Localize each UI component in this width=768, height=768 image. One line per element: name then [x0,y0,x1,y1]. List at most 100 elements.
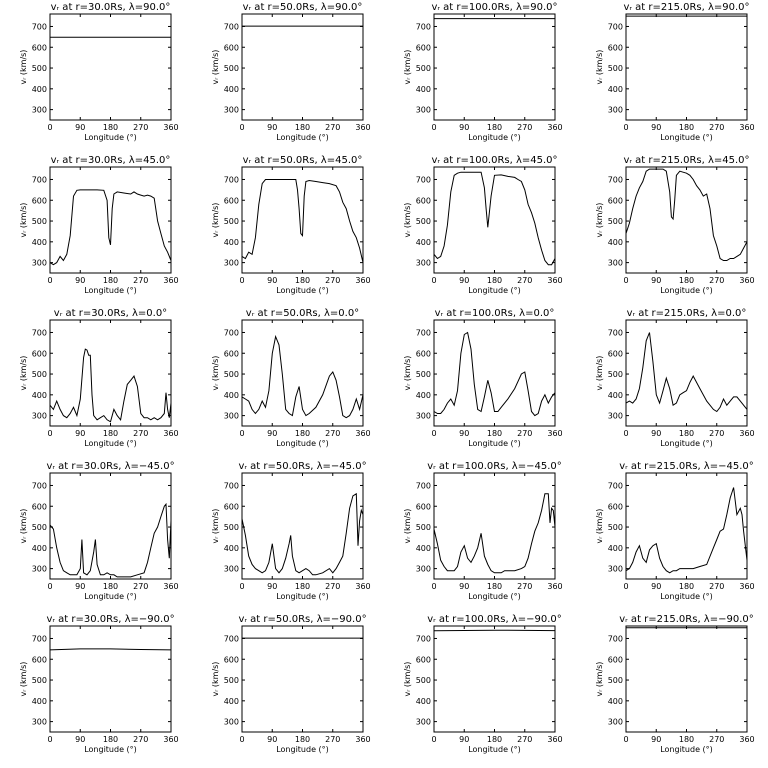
y-tick-label: 500 [608,217,623,226]
x-tick-label: 270 [709,123,724,132]
y-tick-label: 400 [608,391,623,400]
y-tick-label: 500 [416,676,431,685]
x-tick-label: 0 [47,735,52,744]
y-tick-label: 600 [608,43,623,52]
x-axis-label: Longitude (°) [468,133,521,142]
y-tick-label: 600 [608,196,623,205]
plot-frame [49,472,172,580]
chart-title: vᵣ at r=215.0Rs, λ=0.0° [627,308,747,319]
y-tick-label: 500 [416,370,431,379]
y-axis-label: vᵣ (km/s) [403,662,412,697]
x-tick-label: 90 [267,735,277,744]
y-tick-label: 400 [608,238,623,247]
y-tick-label: 500 [608,523,623,532]
y-tick-label: 500 [32,676,47,685]
y-tick-label: 700 [224,328,239,337]
y-tick-label: 600 [224,349,239,358]
y-axis-label: vᵣ (km/s) [211,509,220,544]
chart-svg: vᵣ at r=215.0Rs, λ=−90.0° 0 90 180 270 360 300… [595,614,755,754]
y-axis-label: vᵣ (km/s) [595,662,604,697]
chart-svg: vᵣ at r=50.0Rs, λ=−90.0° 0 90 180 270 360 300 4… [211,614,371,754]
x-tick-label: 0 [623,123,628,132]
y-tick-label: 600 [224,196,239,205]
y-tick-label: 400 [224,238,239,247]
x-tick-label: 270 [133,276,148,285]
chart-svg: vᵣ at r=215.0Rs, λ=0.0° 0 90 180 270 360 300 40… [595,308,755,448]
y-tick-label: 300 [224,259,239,268]
x-tick-label: 90 [75,735,85,744]
chart-panel: vᵣ at r=50.0Rs, λ=−90.0° 0 90 180 270 360 300 4… [192,612,384,765]
x-tick-label: 0 [47,582,52,591]
chart-panel: vᵣ at r=215.0Rs, λ=0.0° 0 90 180 270 360 300 40… [576,306,768,459]
plot-frame [433,625,556,733]
x-tick-label: 360 [163,276,178,285]
y-tick-label: 700 [416,22,431,31]
x-tick-label: 180 [487,735,502,744]
chart-title: vᵣ at r=50.0Rs, λ=−45.0° [238,461,366,472]
y-tick-label: 500 [608,370,623,379]
x-tick-label: 360 [547,123,562,132]
x-tick-label: 0 [623,429,628,438]
x-tick-label: 180 [295,429,310,438]
x-tick-label: 90 [267,276,277,285]
plot-frame [49,319,172,427]
series-line [49,189,172,266]
chart-panel: vᵣ at r=50.0Rs, λ=90.0° 0 90 180 270 360 300 40… [192,0,384,153]
chart-title: vᵣ at r=100.0Rs, λ=−90.0° [427,614,562,625]
y-tick-label: 400 [32,391,47,400]
x-tick-label: 270 [517,582,532,591]
x-tick-label: 0 [623,276,628,285]
x-tick-label: 180 [103,429,118,438]
x-axis-label: Longitude (°) [276,592,329,601]
y-tick-label: 600 [32,502,47,511]
plot-frame [241,13,364,121]
plot-frame [625,625,748,733]
y-axis-label: vᵣ (km/s) [595,356,604,391]
y-tick-label: 600 [416,196,431,205]
chart-title: vᵣ at r=30.0Rs, λ=90.0° [51,2,171,13]
y-axis-label: vᵣ (km/s) [211,203,220,238]
x-axis-label: Longitude (°) [660,592,713,601]
y-tick-label: 600 [416,502,431,511]
x-tick-label: 0 [239,582,244,591]
y-tick-label: 700 [32,481,47,490]
y-tick-label: 300 [32,565,47,574]
x-tick-label: 270 [709,429,724,438]
y-tick-label: 700 [32,175,47,184]
y-tick-label: 400 [416,544,431,553]
plot-frame [49,13,172,121]
x-tick-label: 180 [295,123,310,132]
x-tick-label: 360 [355,276,370,285]
y-tick-label: 300 [32,718,47,727]
x-tick-label: 270 [709,276,724,285]
x-tick-label: 270 [133,582,148,591]
series-line [241,492,364,576]
x-tick-label: 180 [487,276,502,285]
y-tick-label: 600 [32,196,47,205]
x-tick-label: 270 [325,735,340,744]
x-tick-label: 180 [487,582,502,591]
chart-svg: vᵣ at r=215.0Rs, λ=90.0° 0 90 180 270 360 300 4… [595,2,755,142]
y-tick-label: 700 [608,175,623,184]
y-tick-label: 500 [224,676,239,685]
x-tick-label: 180 [487,429,502,438]
x-tick-label: 90 [651,276,661,285]
x-tick-label: 0 [47,123,52,132]
y-tick-label: 400 [32,697,47,706]
x-axis-label: Longitude (°) [660,286,713,295]
plot-frame [49,625,172,733]
x-axis-label: Longitude (°) [84,439,137,448]
plot-frame [625,166,748,274]
x-tick-label: 180 [295,582,310,591]
y-tick-label: 300 [224,718,239,727]
chart-svg: vᵣ at r=100.0Rs, λ=0.0° 0 90 180 270 360 300 40… [403,308,563,448]
x-tick-label: 0 [431,582,436,591]
y-tick-label: 600 [224,655,239,664]
chart-svg: vᵣ at r=30.0Rs, λ=−90.0° 0 90 180 270 360 300 4… [19,614,179,754]
chart-title: vᵣ at r=215.0Rs, λ=−90.0° [619,614,754,625]
y-tick-label: 500 [608,676,623,685]
y-tick-label: 600 [224,502,239,511]
y-tick-label: 500 [32,64,47,73]
chart-title: vᵣ at r=50.0Rs, λ=90.0° [243,2,363,13]
series-line [49,648,172,651]
